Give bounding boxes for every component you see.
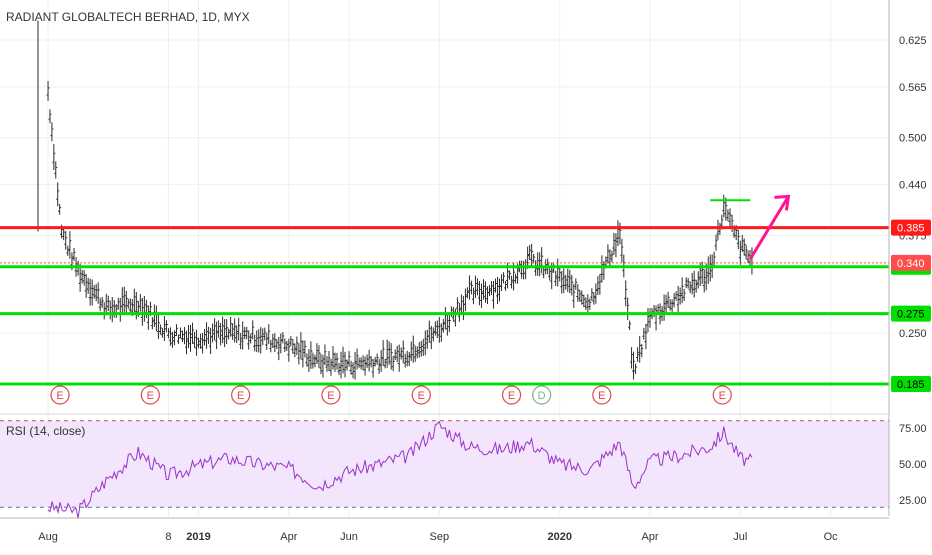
y-tick-label: 0.500 [899,133,927,145]
level-tag-0.185 [891,376,931,392]
rsi-y-tick-label: 50.00 [899,459,927,471]
x-tick-label: Apr [280,531,297,543]
event-marker[interactable] [231,385,251,405]
event-marker[interactable] [50,385,70,405]
x-tick-label: 2020 [547,531,571,543]
event-marker-label: E [56,390,63,402]
event-marker[interactable] [501,385,522,405]
event-marker-label: E [418,390,425,402]
y-tick-label: 0.625 [899,35,927,47]
x-tick-label: Jul [733,531,747,543]
event-marker[interactable] [532,385,552,405]
x-tick-label: Oc [824,531,839,543]
rsi-line [47,420,753,519]
event-marker-label: E [719,390,726,402]
event-marker[interactable] [712,385,732,405]
level-tag-0.385 [891,219,931,236]
event-marker-label: E [508,390,515,402]
x-tick-label: 2019 [186,531,210,543]
rsi-band-layer [0,420,889,508]
y-tick-label: 0.440 [899,180,927,192]
event-marker-label: E [147,390,154,402]
event-marker-label: E [598,390,605,402]
x-tick-label: Jun [340,531,358,543]
event-marker[interactable] [140,385,160,405]
rsi-y-tick-label: 75.00 [899,423,927,435]
y-tick-label: 0.250 [899,328,927,340]
event-marker-label: E [237,390,244,402]
event-marker[interactable] [592,385,612,405]
rsi-band [0,420,889,508]
event-marker[interactable] [411,385,431,405]
last-price-tag [891,254,931,271]
x-tick-label: Sep [430,531,450,543]
level-tag-label: 0.275 [897,309,925,321]
x-tick-label: Apr [641,531,658,543]
rsi-title: RSI (14, close) [6,424,85,438]
last-price-tag-label: 0.340 [897,258,925,270]
event-marker-label: E [327,390,334,402]
level-tag-label: 0.185 [897,379,925,391]
level-tag-0.275 [891,305,931,322]
price-bars [37,20,754,380]
rsi-layer [47,420,753,519]
trend-arrow-line [749,195,790,260]
level-tag-label: 0.385 [897,223,925,235]
rsi-y-tick-label: 25.00 [899,495,927,507]
x-tick-label: 8 [165,531,171,543]
event-marker-label: D [538,390,546,402]
chart-title: RADIANT GLOBALTECH BERHAD, 1D, MYX [6,10,250,24]
event-marker[interactable] [321,385,341,405]
y-tick-label: 0.565 [899,82,927,94]
trend-arrow-head [774,194,791,211]
x-tick-label: Aug [38,531,58,543]
levels-layer [0,194,889,386]
